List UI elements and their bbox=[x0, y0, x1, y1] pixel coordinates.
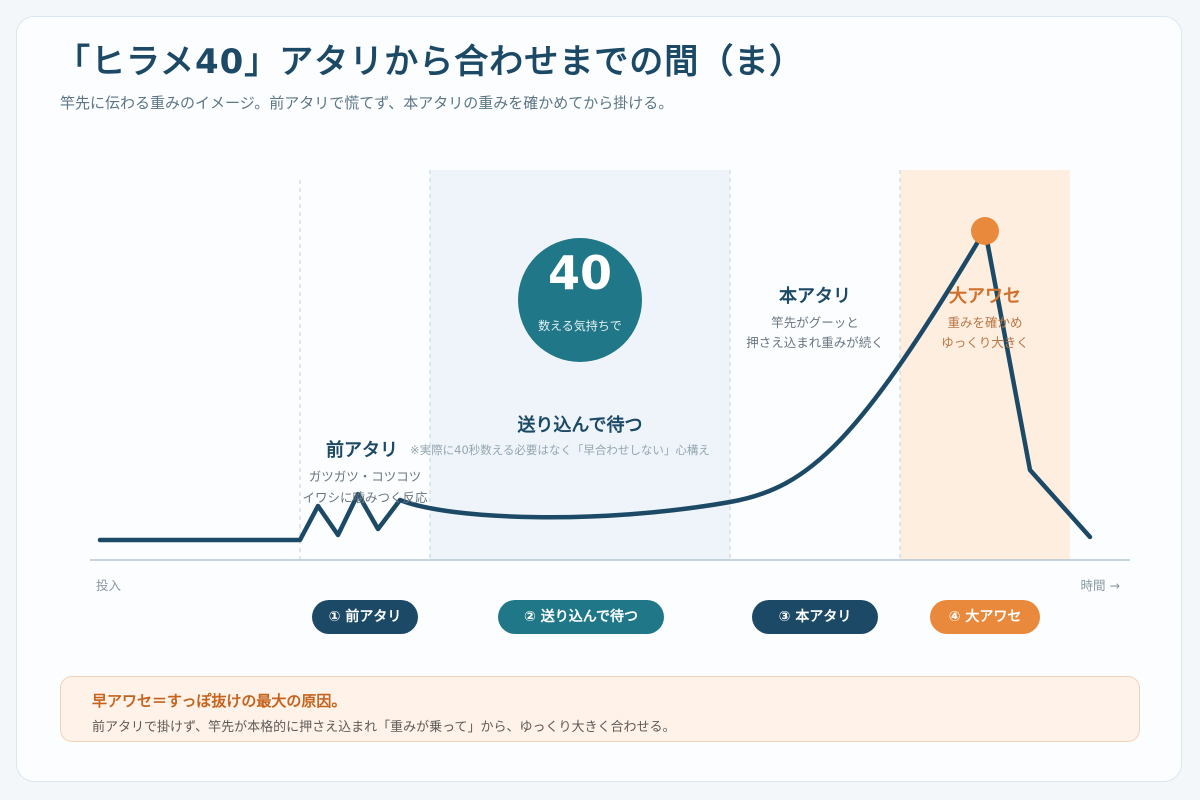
pre-bite-line2: イワシに噛みつく反応 bbox=[302, 490, 428, 505]
strike-peak-marker bbox=[971, 217, 999, 245]
strike-line1: 重みを確かめ bbox=[947, 315, 1023, 330]
counter-caption: 数える気持ちで bbox=[538, 319, 622, 333]
step-pill-main-bite: ③ 本アタリ bbox=[752, 600, 878, 634]
axis-start-label: 投入 bbox=[96, 578, 122, 593]
step-pill-wait: ② 送り込んで待つ bbox=[498, 600, 664, 634]
counter-number: 40 bbox=[547, 246, 612, 300]
wait-note: ※実際に40秒数える必要はなく「早合わせしない」心構え bbox=[410, 443, 710, 457]
pre-bite-title: 前アタリ bbox=[326, 440, 398, 461]
main-bite-title: 本アタリ bbox=[779, 286, 851, 307]
page-title: 「ヒラメ40」アタリから合わせまでの間（ま） bbox=[56, 42, 805, 82]
main-bite-line1: 竿先がグーッと bbox=[771, 315, 859, 330]
strike-line2: ゆっくり大きく bbox=[941, 335, 1029, 350]
page-subtitle: 竿先に伝わる重みのイメージ。前アタリで慌てず、本アタリの重みを確かめてから掛ける… bbox=[60, 94, 674, 112]
strike-title: 大アワセ bbox=[949, 286, 1021, 307]
warning-note-title: 早アワセ＝すっぽ抜けの最大の原因。 bbox=[92, 692, 347, 710]
warning-note: 早アワセ＝すっぽ抜けの最大の原因。 前アタリで掛けず、竿先が本格的に押さえ込まれ… bbox=[60, 676, 1140, 742]
pre-bite-line1: ガツガツ・コツコツ bbox=[308, 469, 422, 484]
wait-phase-band bbox=[430, 170, 730, 560]
wait-title: 送り込んで待つ bbox=[517, 415, 643, 436]
warning-note-body: 前アタリで掛けず、竿先が本格的に押さえ込まれ「重みが乗って」から、ゆっくり大きく… bbox=[92, 720, 676, 735]
step-pill-strike: ④ 大アワセ bbox=[930, 600, 1040, 634]
rod-tension-curve bbox=[97, 227, 1093, 543]
axis-end-label: 時間 → bbox=[1080, 578, 1120, 593]
main-bite-line2: 押さえ込まれ重みが続く bbox=[746, 335, 884, 350]
counter-circle bbox=[518, 238, 642, 362]
step-pill-pre-bite: ① 前アタリ bbox=[312, 600, 418, 634]
